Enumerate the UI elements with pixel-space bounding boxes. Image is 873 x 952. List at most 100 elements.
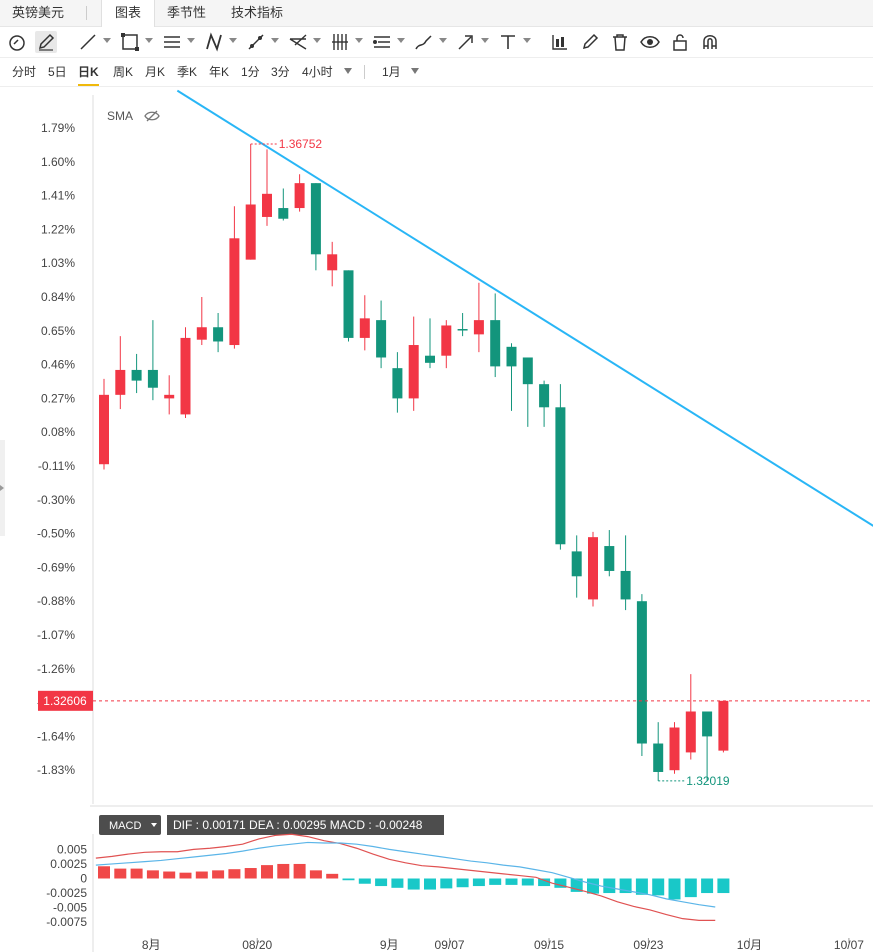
- side-panel-handle[interactable]: [0, 440, 5, 536]
- chevron-down-icon[interactable]: [187, 38, 195, 43]
- candle-body: [213, 327, 224, 342]
- y-tick-label: 0.65%: [41, 324, 75, 338]
- path-icon[interactable]: [245, 31, 267, 53]
- y-tick-label: -0.69%: [37, 560, 75, 574]
- chevron-down-icon[interactable]: [397, 38, 405, 43]
- magnet-icon[interactable]: [699, 31, 721, 53]
- pattern-icon[interactable]: [203, 31, 225, 53]
- lock-icon[interactable]: [669, 31, 691, 53]
- period-weekly[interactable]: 周K: [113, 65, 134, 79]
- period-yearly[interactable]: 年K: [209, 65, 230, 79]
- rectangle-icon[interactable]: [119, 31, 141, 53]
- macd-y-tick-label: 0.005: [57, 842, 87, 856]
- candle-body: [604, 546, 615, 571]
- y-tick-label: 1.79%: [41, 121, 75, 135]
- tab-seasonality[interactable]: 季节性: [167, 5, 207, 20]
- y-tick-label: 1.60%: [41, 155, 75, 169]
- arrow-icon[interactable]: [455, 31, 477, 53]
- period-intraday[interactable]: 分时: [12, 65, 37, 79]
- candle-body: [392, 368, 403, 399]
- chevron-down-icon[interactable]: [481, 38, 489, 43]
- macd-label: MACD: [109, 820, 141, 832]
- y-tick-label: 0.08%: [41, 425, 75, 439]
- candle-body: [376, 320, 387, 358]
- candle-body: [441, 325, 452, 356]
- range-select[interactable]: 1月: [382, 65, 401, 79]
- cursor-icon[interactable]: [6, 31, 28, 53]
- chart-settings-icon[interactable]: [549, 31, 571, 53]
- macd-y-tick-label: 0: [80, 872, 87, 886]
- candle-body: [669, 727, 680, 771]
- x-tick-label: 8月: [142, 938, 161, 952]
- period-divider: [364, 65, 365, 79]
- chevron-down-icon[interactable]: [355, 38, 363, 43]
- text-icon[interactable]: [497, 31, 519, 53]
- tab-divider: [86, 6, 87, 20]
- period-3min[interactable]: 3分: [271, 65, 290, 79]
- chevron-down-icon[interactable]: [344, 68, 352, 74]
- edit-icon[interactable]: [579, 31, 601, 53]
- macd-bar: [554, 878, 567, 888]
- macd-bar: [98, 866, 110, 879]
- macd-bar: [293, 863, 306, 879]
- eye-off-icon: [144, 110, 160, 122]
- macd-bar: [309, 870, 322, 879]
- brush-icon[interactable]: [413, 31, 435, 53]
- candle-body: [359, 318, 370, 338]
- y-tick-label: 1.03%: [41, 256, 75, 270]
- macd-y-tick-label: -0.005: [53, 901, 87, 915]
- candle-body: [457, 329, 468, 331]
- candle-body: [653, 743, 664, 772]
- chevron-down-icon[interactable]: [313, 38, 321, 43]
- macd-bar: [342, 878, 355, 881]
- fork-icon[interactable]: [287, 31, 309, 53]
- tab-technical-indicators[interactable]: 技术指标: [231, 5, 284, 20]
- x-tick-label: 09/07: [435, 938, 465, 952]
- macd-bar: [717, 878, 730, 894]
- candle-body: [229, 238, 240, 346]
- candle-body: [147, 369, 158, 388]
- macd-bar: [472, 878, 485, 887]
- period-1min[interactable]: 1分: [241, 65, 260, 79]
- period-quarterly[interactable]: 季K: [177, 65, 198, 79]
- chevron-down-icon[interactable]: [103, 38, 111, 43]
- macd-y-tick-label: 0.0025: [50, 857, 87, 871]
- macd-bar: [179, 872, 192, 879]
- candle-body: [164, 394, 175, 399]
- parallel-lines-icon[interactable]: [161, 31, 183, 53]
- candle-body: [636, 601, 647, 744]
- y-tick-label: -0.88%: [37, 594, 75, 608]
- period-daily[interactable]: 日K: [78, 58, 99, 86]
- candle-body: [408, 345, 419, 399]
- period-monthly[interactable]: 月K: [145, 65, 166, 79]
- chevron-down-icon[interactable]: [523, 38, 531, 43]
- macd-bar: [456, 878, 469, 888]
- chevron-down-icon[interactable]: [145, 38, 153, 43]
- period-4hour[interactable]: 4小时: [302, 65, 333, 79]
- candle-body: [310, 183, 321, 255]
- tab-chart[interactable]: 图表: [101, 0, 155, 27]
- range-icon[interactable]: [371, 31, 393, 53]
- eye-icon[interactable]: [639, 31, 661, 53]
- chevron-down-icon[interactable]: [411, 68, 419, 74]
- macd-bar: [163, 871, 176, 879]
- line-icon[interactable]: [77, 31, 99, 53]
- period-5day[interactable]: 5日: [48, 65, 67, 79]
- macd-bar: [424, 878, 436, 890]
- chevron-down-icon[interactable]: [229, 38, 237, 43]
- dif-line: [95, 833, 716, 922]
- macd-bar: [440, 878, 453, 889]
- candle-body: [294, 183, 305, 209]
- macd-bar: [277, 863, 290, 879]
- pen-icon[interactable]: [35, 31, 57, 53]
- candle-body: [702, 711, 713, 737]
- candle-body: [262, 193, 272, 217]
- chevron-down-icon[interactable]: [439, 38, 447, 43]
- trash-icon[interactable]: [609, 31, 631, 53]
- candle-body: [343, 270, 354, 338]
- fib-icon[interactable]: [329, 31, 351, 53]
- candle-body: [115, 369, 126, 395]
- macd-bar: [587, 878, 599, 894]
- chevron-down-icon[interactable]: [271, 38, 279, 43]
- indicator-label: SMA: [107, 109, 133, 123]
